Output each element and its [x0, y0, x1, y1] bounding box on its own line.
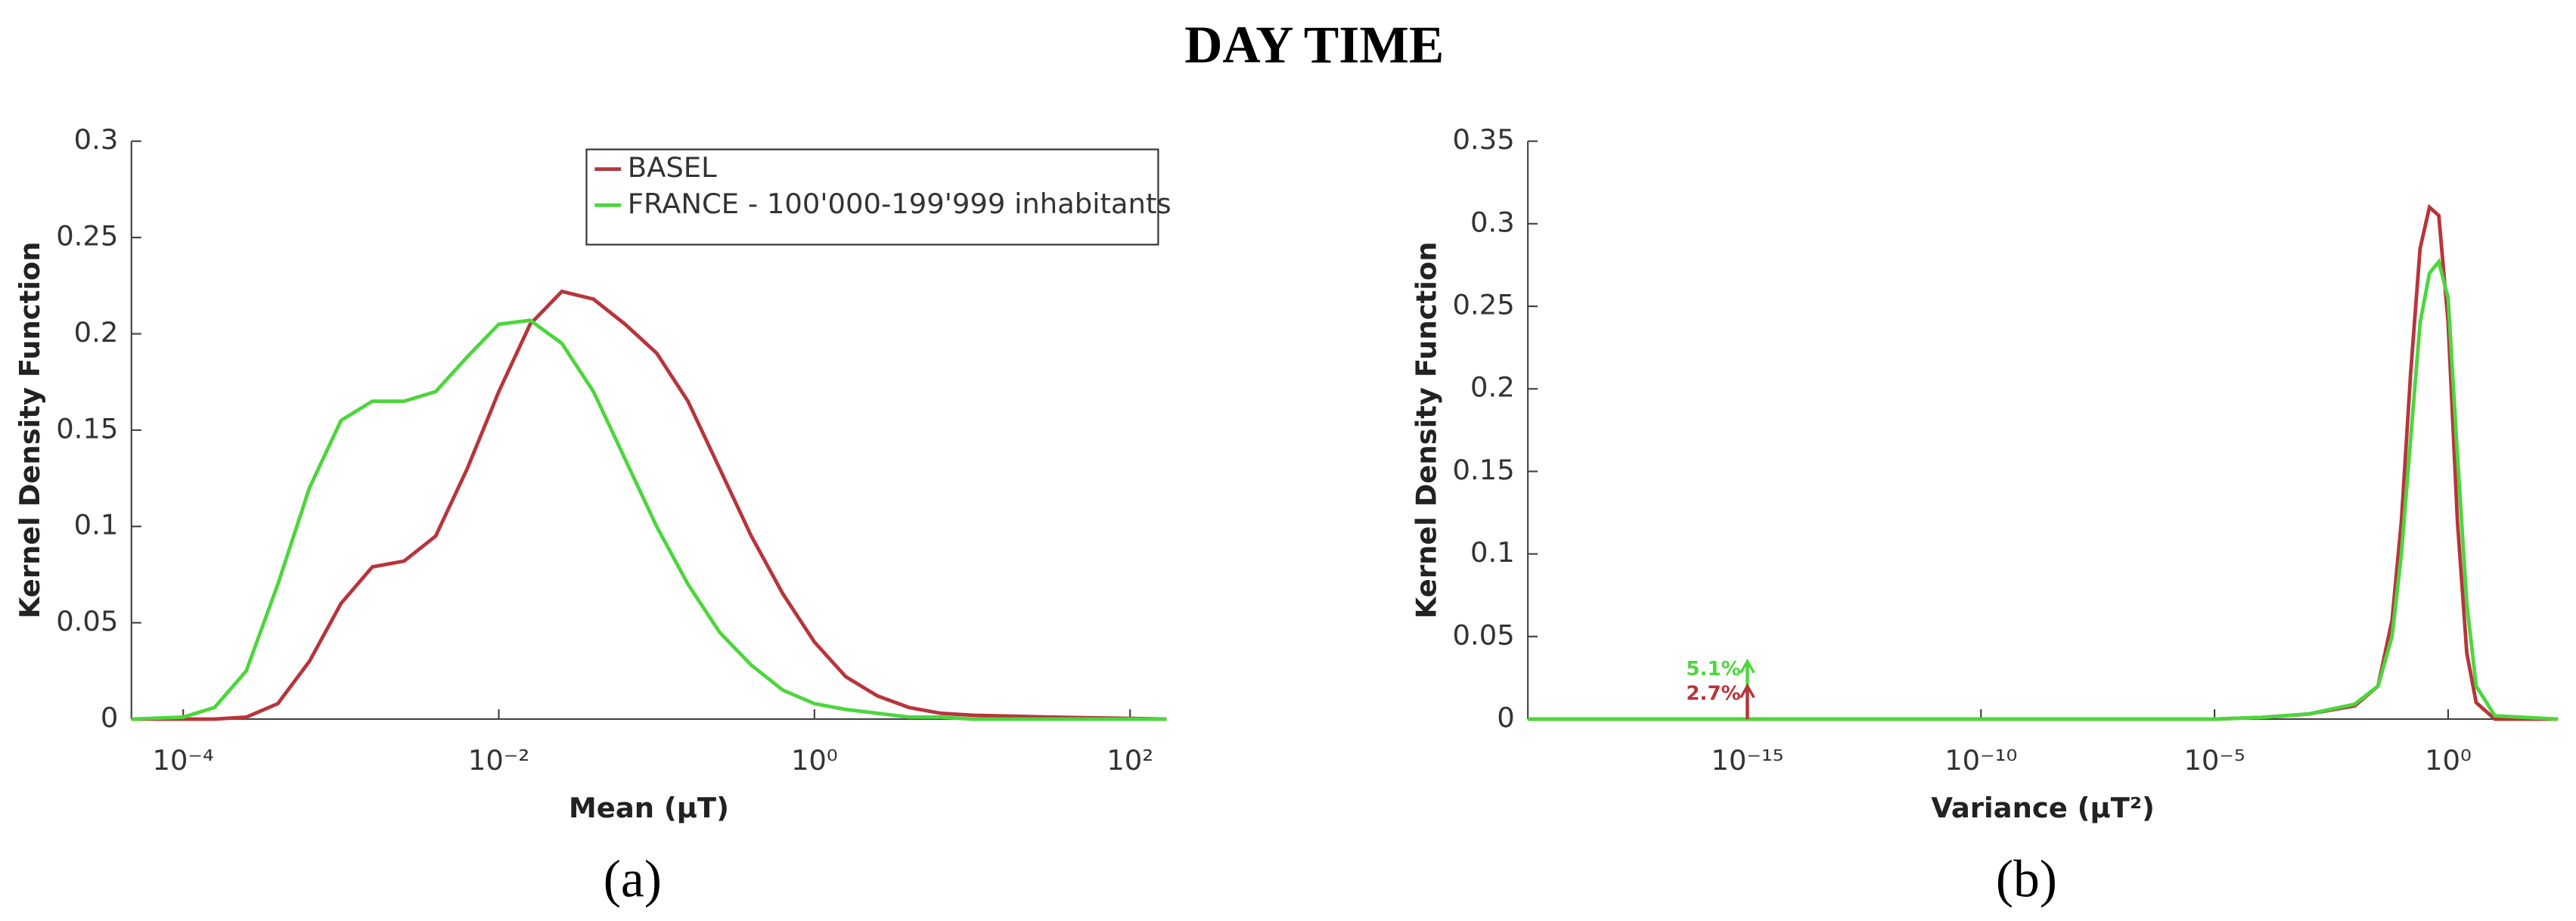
x-tick-label: 10⁻²: [468, 744, 529, 777]
y-tick-label: 0: [1497, 701, 1514, 733]
x-axis-label: Mean (μT): [569, 792, 729, 824]
legend-label: FRANCE - 100'000-199'999 inhabitants: [628, 188, 1172, 220]
y-tick-label: 0.3: [1470, 206, 1515, 238]
x-tick-label: 10⁻⁵: [2183, 744, 2245, 777]
annotation-label: 2.7%: [1686, 683, 1740, 705]
panel-label: (a): [604, 850, 662, 908]
series-line: [1528, 257, 2559, 721]
y-tick-label: 0.1: [1470, 536, 1515, 569]
x-tick-label: 10²: [1106, 744, 1153, 777]
series-line: [131, 289, 1167, 721]
panel-label: (b): [1996, 850, 2057, 908]
arrow-head: [1740, 683, 1755, 699]
x-tick-label: 10⁰: [2425, 744, 2472, 777]
y-tick-label: 0.35: [1453, 123, 1515, 156]
y-axis-label: Kernel Density Function: [1410, 241, 1442, 619]
x-tick-label: 10⁻⁴: [153, 744, 214, 777]
y-tick-label: 0.1: [74, 509, 119, 541]
arrow-head: [1740, 659, 1755, 674]
y-tick-label: 0.05: [1453, 619, 1515, 651]
y-tick-label: 0.25: [1453, 289, 1515, 321]
y-tick-label: 0: [101, 701, 118, 733]
x-axis-label: Variance (μT²): [1931, 792, 2155, 824]
legend-label: BASEL: [628, 151, 717, 184]
x-tick-label: 10⁰: [791, 744, 838, 777]
y-tick-label: 0.2: [1470, 371, 1515, 404]
y-tick-label: 0.2: [74, 316, 119, 349]
x-tick-label: 10⁻¹⁰: [1944, 744, 2017, 777]
y-tick-label: 0.05: [56, 605, 118, 637]
y-tick-label: 0.25: [56, 220, 118, 253]
x-tick-label: 10⁻¹⁵: [1711, 744, 1783, 777]
y-tick-label: 0.15: [56, 412, 118, 445]
legend-box: [585, 148, 1159, 246]
figure-title: DAY TIME: [1184, 17, 1444, 75]
y-axis-label: Kernel Density Function: [14, 241, 46, 619]
series-line: [1528, 203, 2559, 721]
annotation-label: 5.1%: [1686, 658, 1740, 681]
y-tick-label: 0.3: [74, 123, 119, 156]
y-tick-label: 0.15: [1453, 454, 1515, 486]
series-line: [131, 318, 1167, 721]
